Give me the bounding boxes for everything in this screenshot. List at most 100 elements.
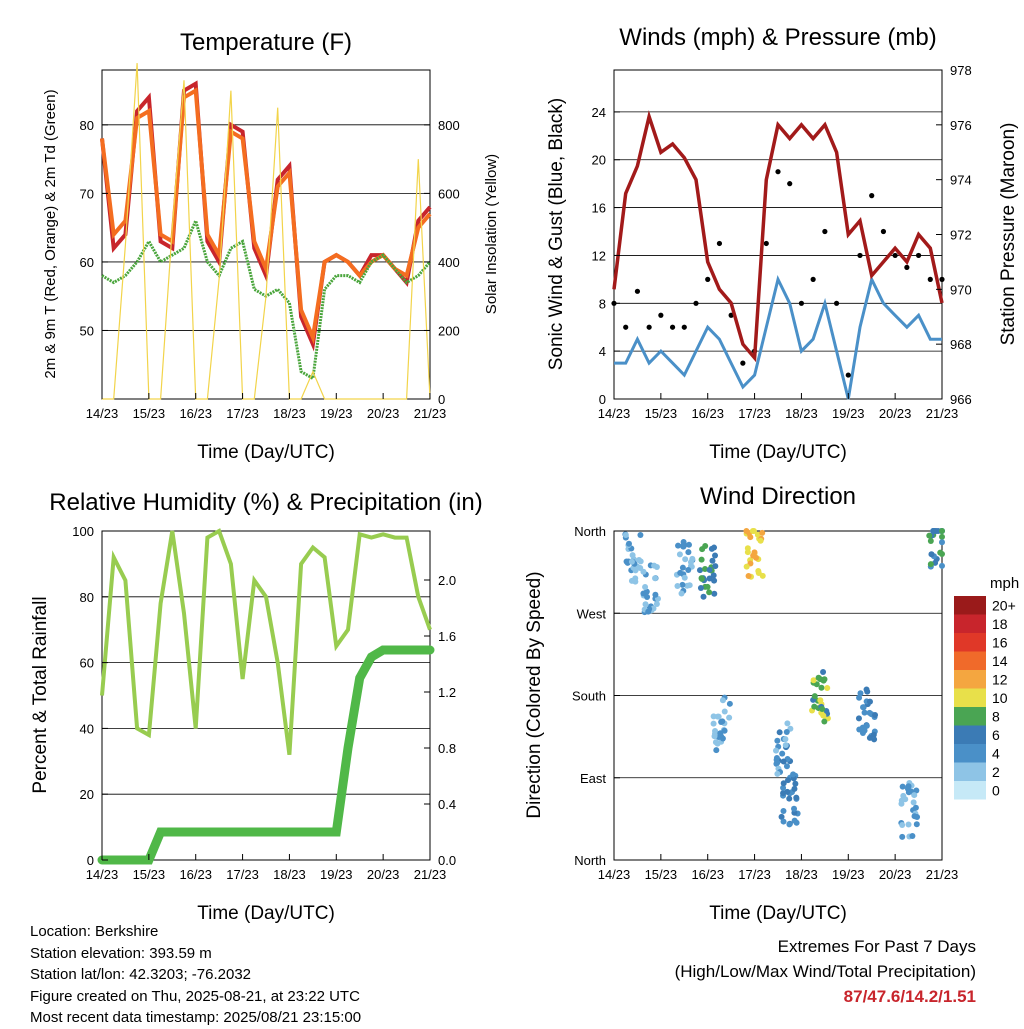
direction-point	[774, 737, 781, 744]
x-tick-label: 19/23	[320, 406, 353, 421]
series-line-precip	[97, 645, 435, 865]
direction-point	[782, 736, 789, 743]
direction-point	[650, 605, 657, 612]
direction-point	[708, 545, 715, 552]
extremes-heading: Extremes For Past 7 Days	[777, 937, 976, 956]
station-location: Location: Berkshire	[30, 923, 159, 940]
direction-point	[857, 690, 864, 697]
direction-point	[706, 575, 713, 582]
direction-point	[861, 709, 868, 716]
direction-point	[713, 747, 720, 754]
direction-point	[782, 742, 789, 749]
legend-label: 4	[992, 745, 1000, 761]
direction-point	[679, 581, 686, 588]
direction-point	[743, 563, 750, 570]
x-tick-label: 19/23	[320, 867, 353, 882]
direction-point	[926, 532, 933, 539]
gust-point	[845, 372, 851, 378]
gust-point	[763, 240, 769, 247]
direction-point	[899, 821, 906, 828]
direction-point	[778, 813, 785, 820]
y2-tick-label: 976	[950, 118, 972, 133]
gust-point	[833, 300, 840, 306]
direction-point	[710, 572, 717, 579]
direction-point	[819, 705, 826, 712]
direction-point	[791, 785, 798, 792]
direction-point	[652, 591, 659, 598]
direction-point	[744, 545, 751, 552]
direction-point	[757, 537, 764, 544]
direction-point	[855, 715, 862, 722]
direction-point	[786, 821, 793, 828]
x-tick-label: 16/23	[691, 406, 724, 421]
direction-point	[749, 528, 756, 534]
temperature-title: Temperature (F)	[180, 29, 352, 56]
direction-point	[912, 804, 919, 811]
direction-point	[685, 541, 692, 548]
direction-point	[783, 728, 790, 735]
gust-point	[658, 312, 664, 318]
y2-tick-label: 1.2	[438, 685, 456, 700]
direction-point	[679, 564, 686, 571]
direction-point	[726, 700, 733, 707]
y-tick-label: 0	[599, 392, 606, 407]
direction-point	[900, 792, 907, 799]
x-tick-label: 21/23	[414, 867, 447, 882]
direction-point	[636, 557, 643, 564]
direction-point	[773, 747, 780, 754]
direction-point	[786, 795, 793, 802]
direction-point	[682, 556, 689, 563]
direction-point	[779, 750, 786, 757]
temperature-ylabel: 2m & 9m T (Red, Orange) & 2m Td (Green)	[42, 89, 59, 378]
x-tick-label: 18/23	[785, 867, 818, 882]
y-tick-label: 16	[592, 201, 606, 216]
direction-point	[685, 566, 692, 573]
legend-swatch	[954, 633, 986, 652]
y2-tick-label: 966	[950, 392, 972, 407]
direction-point	[710, 720, 717, 727]
temperature-xlabel: Time (Day/UTC)	[197, 442, 335, 463]
direction-point	[640, 568, 647, 575]
direction-point	[939, 533, 945, 540]
direction-point	[866, 734, 873, 741]
winds-panel: 14/23 15/23 16/23 17/23 18/23 19/23 20/23 21/23…	[546, 24, 1019, 463]
x-tick-label: 18/23	[273, 406, 306, 421]
direction-point	[712, 552, 719, 559]
x-tick-label: 15/23	[645, 867, 678, 882]
direction-point	[820, 668, 827, 675]
direction-point	[793, 794, 800, 801]
station-info: Location: Berkshire Station elevation: 3…	[30, 921, 361, 1029]
direction-point	[939, 562, 945, 569]
direction-point	[905, 821, 912, 828]
x-tick-label: 20/23	[367, 406, 400, 421]
direction-point	[711, 577, 718, 584]
direction-point	[704, 583, 711, 590]
series-line-pressure	[612, 110, 944, 363]
y-tick-label: 80	[80, 118, 94, 133]
x-tick-label: 15/23	[645, 406, 678, 421]
direction-point	[676, 551, 683, 558]
winds-ylabel: Sonic Wind & Gust (Blue, Black)	[546, 98, 567, 370]
y2-tick-label: 2.0	[438, 573, 456, 588]
direction-point	[813, 681, 820, 688]
x-tick-label: 17/23	[738, 867, 771, 882]
y-tick-label: 20	[592, 153, 606, 168]
direction-point	[859, 730, 866, 737]
direction-point	[899, 833, 906, 840]
direction-point	[864, 688, 871, 695]
y2-tick-label: 972	[950, 228, 972, 243]
legend-swatch	[954, 596, 986, 615]
x-tick-label: 20/23	[879, 406, 912, 421]
legend-label: 12	[992, 671, 1008, 687]
x-tick-label: 14/23	[598, 406, 631, 421]
extremes-values: 87/47.6/14.2/1.51	[843, 987, 976, 1006]
direction-point	[780, 784, 787, 791]
direction-point	[783, 763, 790, 770]
direction-point	[785, 777, 792, 784]
y-tick-label: 60	[80, 255, 94, 270]
wind-direction-title: Wind Direction	[700, 483, 856, 510]
direction-point	[675, 542, 682, 549]
legend-label: 18	[992, 616, 1008, 632]
x-tick-label: 14/23	[86, 406, 119, 421]
direction-point	[784, 720, 791, 727]
